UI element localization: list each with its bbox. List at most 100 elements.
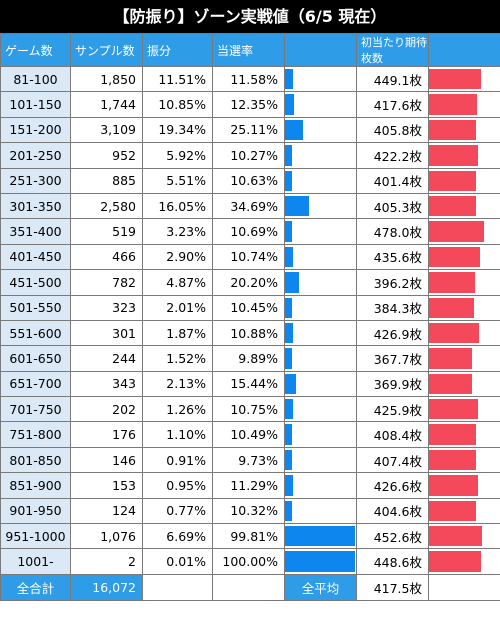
payout-bar-cell (428, 65, 500, 93)
rate-cell: 10.69% (212, 218, 285, 245)
rate-cell: 10.27% (212, 142, 285, 169)
zone-cell: 451-500 (0, 269, 71, 296)
samples-cell: 301 (70, 319, 143, 347)
rate-bar-cell (284, 523, 357, 550)
samples-cell: 466 (70, 243, 143, 271)
rate-bar (285, 449, 292, 471)
samples-cell: 244 (70, 345, 143, 372)
total-samples: 16,072 (70, 573, 143, 601)
payout-bar (429, 145, 478, 166)
payout-bar (429, 69, 482, 90)
ratio-cell: 1.87% (142, 319, 213, 347)
table-row: 951-1000 1,076 6.69% 99.81% 452.6枚 (0, 523, 500, 550)
rate-bar-cell (284, 472, 357, 499)
rate-cell: 100.00% (212, 548, 285, 575)
payout-bar-cell (428, 218, 500, 245)
total-empty-bar (428, 573, 500, 601)
samples-cell: 153 (70, 472, 143, 499)
samples-cell: 176 (70, 421, 143, 448)
rate-bar (285, 424, 293, 445)
zone-cell: 81-100 (0, 65, 71, 93)
rate-cell: 34.69% (212, 192, 285, 220)
payout-bar (429, 195, 476, 217)
totals-row: 全合計 16,072 全平均 417.5枚 (0, 573, 500, 601)
ratio-cell: 4.87% (142, 269, 213, 296)
payout-bar (429, 399, 479, 420)
rate-cell: 12.35% (212, 91, 285, 118)
payout-cell: 407.4枚 (356, 446, 429, 474)
table-row: 401-450 466 2.90% 10.74% 435.6枚 (0, 243, 500, 271)
rate-cell: 20.20% (212, 269, 285, 296)
rate-bar (285, 221, 293, 242)
zone-cell: 751-800 (0, 421, 71, 448)
rate-cell: 10.75% (212, 396, 285, 423)
rate-cell: 9.73% (212, 446, 285, 474)
rate-bar-cell (284, 345, 357, 372)
rate-cell: 10.32% (212, 497, 285, 525)
samples-cell: 519 (70, 218, 143, 245)
rate-bar (285, 272, 300, 293)
samples-cell: 343 (70, 370, 143, 398)
payout-cell: 404.6枚 (356, 497, 429, 525)
samples-cell: 1,744 (70, 91, 143, 118)
ratio-cell: 0.91% (142, 446, 213, 474)
payout-bar-cell (428, 497, 500, 525)
ratio-cell: 11.51% (142, 65, 213, 93)
payout-cell: 369.9枚 (356, 370, 429, 398)
zone-cell: 601-650 (0, 345, 71, 372)
table-row: 1001- 2 0.01% 100.00% 448.6枚 (0, 548, 500, 575)
zone-cell: 301-350 (0, 192, 71, 220)
ratio-cell: 16.05% (142, 192, 213, 220)
rate-bar (285, 348, 292, 369)
rate-cell: 25.11% (212, 116, 285, 144)
payout-bar-cell (428, 192, 500, 220)
ratio-cell: 10.85% (142, 91, 213, 118)
payout-bar (429, 526, 482, 547)
rate-bar-cell (284, 243, 357, 271)
rate-bar (285, 145, 293, 166)
header-rate-bar (284, 33, 357, 67)
table-row: 551-600 301 1.87% 10.88% 426.9枚 (0, 319, 500, 347)
samples-cell: 2,580 (70, 192, 143, 220)
table-row: 901-950 124 0.77% 10.32% 404.6枚 (0, 497, 500, 525)
payout-cell: 448.6枚 (356, 548, 429, 575)
rate-cell: 99.81% (212, 523, 285, 550)
ratio-cell: 0.77% (142, 497, 213, 525)
rate-bar-cell (284, 269, 357, 296)
samples-cell: 3,109 (70, 116, 143, 144)
payout-cell: 426.9枚 (356, 319, 429, 347)
table-row: 451-500 782 4.87% 20.20% 396.2枚 (0, 269, 500, 296)
zone-cell: 251-300 (0, 167, 71, 194)
rate-bar (285, 475, 293, 496)
payout-cell: 367.7枚 (356, 345, 429, 372)
rate-bar-cell (284, 91, 357, 118)
payout-cell: 435.6枚 (356, 243, 429, 271)
payout-cell: 405.8枚 (356, 116, 429, 144)
zone-cell: 551-600 (0, 319, 71, 347)
ratio-cell: 2.13% (142, 370, 213, 398)
payout-cell: 384.3枚 (356, 294, 429, 321)
payout-cell: 426.6枚 (356, 472, 429, 499)
ratio-cell: 2.01% (142, 294, 213, 321)
rate-cell: 9.89% (212, 345, 285, 372)
table-row: 751-800 176 1.10% 10.49% 408.4枚 (0, 421, 500, 448)
samples-cell: 202 (70, 396, 143, 423)
payout-cell: 417.6枚 (356, 91, 429, 118)
header-zone: ゲーム数 (0, 33, 71, 67)
samples-cell: 1,850 (70, 65, 143, 93)
rate-bar (285, 170, 293, 191)
payout-cell: 408.4枚 (356, 421, 429, 448)
rate-bar-cell (284, 396, 357, 423)
payout-bar (429, 272, 475, 293)
payout-bar (429, 170, 476, 191)
samples-cell: 124 (70, 497, 143, 525)
table-row: 601-650 244 1.52% 9.89% 367.7枚 (0, 345, 500, 372)
payout-bar-cell (428, 370, 500, 398)
ratio-cell: 1.26% (142, 396, 213, 423)
zone-cell: 201-250 (0, 142, 71, 169)
header-ratio: 振分 (142, 33, 213, 67)
rate-cell: 10.74% (212, 243, 285, 271)
ratio-cell: 6.69% (142, 523, 213, 550)
zone-cell: 1001- (0, 548, 71, 575)
rate-bar (285, 526, 355, 547)
